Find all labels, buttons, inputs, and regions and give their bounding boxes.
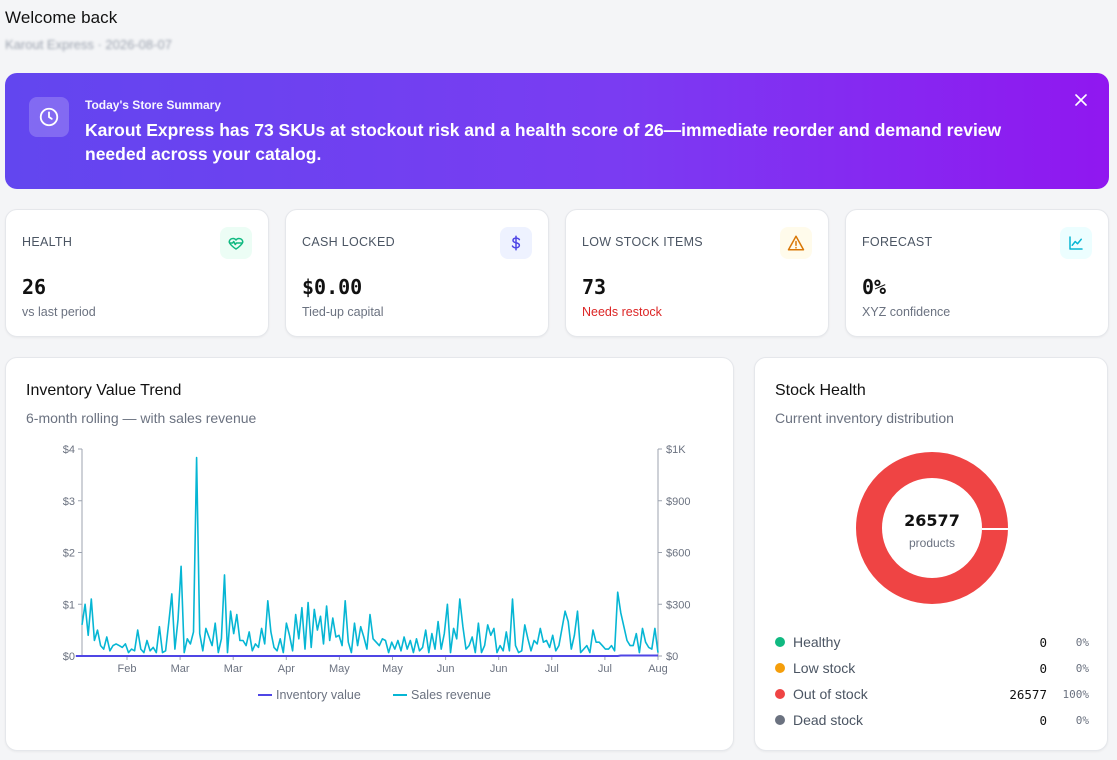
kpi-sub: vs last period	[22, 305, 96, 319]
page-subtitle: Karout Express · 2026-08-07	[5, 37, 172, 52]
stock-health-card: Stock Health Current inventory distribut…	[754, 357, 1108, 751]
y-right-tick-label: $0	[666, 651, 678, 663]
legend-row-healthy[interactable]: Healthy 0 0%	[775, 632, 1089, 652]
legend-count: 0	[1039, 712, 1047, 728]
legend-count: 0	[1039, 634, 1047, 650]
kpi-sub: Tied-up capital	[302, 305, 384, 319]
legend-label: Low stock	[793, 660, 856, 676]
legend-dot	[775, 689, 785, 699]
x-tick-label: Jul	[598, 663, 612, 675]
kpi-card-low-stock: LOW STOCK ITEMS 73 Needs restock	[565, 209, 829, 337]
legend-label: Sales revenue	[411, 688, 491, 702]
legend-count: 0	[1039, 660, 1047, 676]
y-right-tick-label: $900	[666, 496, 690, 508]
x-tick-label: Apr	[278, 663, 295, 675]
kpi-label: HEALTH	[22, 235, 73, 249]
x-tick-label: May	[329, 663, 350, 675]
clock-icon	[29, 97, 69, 137]
legend-label: Inventory value	[276, 688, 361, 702]
legend-label: Healthy	[793, 634, 841, 650]
legend-count: 26577	[1009, 686, 1047, 702]
y-right-tick-label: $600	[666, 548, 690, 560]
inventory-value-line	[75, 654, 658, 657]
legend-row-out-of-stock[interactable]: Out of stock 26577 100%	[775, 684, 1089, 704]
x-tick-label: Jun	[490, 663, 508, 675]
kpi-value: 26	[22, 275, 47, 299]
x-tick-label: Aug	[648, 663, 668, 675]
kpi-card-health: HEALTH 26 vs last period	[5, 209, 269, 337]
x-tick-label: Mar	[224, 663, 243, 675]
donut-total-label: products	[909, 536, 955, 550]
page-title: Welcome back	[5, 8, 118, 27]
stock-health-donut: 26577 products	[856, 452, 1008, 604]
legend-row-low-stock[interactable]: Low stock 0 0%	[775, 658, 1089, 678]
x-tick-label: Jun	[437, 663, 455, 675]
donut-total: 26577	[904, 511, 960, 530]
inventory-trend-chart: $0 $1 $2 $3 $4 $0 $300 $600 $900 $1K Feb Mar Mar Apr M…	[63, 444, 691, 702]
legend-label: Dead stock	[793, 712, 864, 728]
line-chart-icon	[1060, 227, 1092, 259]
kpi-sub: Needs restock	[582, 305, 662, 319]
x-tick-label: Jul	[545, 663, 559, 675]
card-subtitle: 6-month rolling — with sales revenue	[26, 410, 257, 426]
y-right-tick-label: $1K	[666, 444, 686, 456]
store-summary-banner: Today's Store Summary Karout Express has…	[5, 73, 1109, 189]
legend-label: Out of stock	[793, 686, 868, 702]
warning-icon	[780, 227, 812, 259]
kpi-label: CASH LOCKED	[302, 235, 395, 249]
legend-dot	[775, 715, 785, 725]
legend-pct: 0%	[1075, 713, 1089, 727]
y-left-tick-label: $4	[63, 444, 75, 456]
kpi-label: FORECAST	[862, 235, 933, 249]
kpi-sub: XYZ confidence	[862, 305, 951, 319]
kpi-card-forecast: FORECAST 0% XYZ confidence	[845, 209, 1109, 337]
legend-pct: 100%	[1062, 687, 1090, 701]
kpi-value: 0%	[862, 275, 887, 299]
card-title: Inventory Value Trend	[26, 382, 182, 399]
kpi-label: LOW STOCK ITEMS	[582, 235, 703, 249]
legend-row-dead-stock[interactable]: Dead stock 0 0%	[775, 710, 1089, 730]
sales-revenue-line	[81, 456, 659, 654]
kpi-value: $0.00	[302, 275, 363, 299]
kpi-card-cash-locked: CASH LOCKED $0.00 Tied-up capital	[285, 209, 549, 337]
x-tick-label: May	[382, 663, 403, 675]
y-left-tick-label: $3	[63, 496, 75, 508]
close-icon[interactable]	[1071, 90, 1091, 110]
legend-dot	[775, 663, 785, 673]
legend-pct: 0%	[1075, 661, 1089, 675]
y-left-tick-label: $1	[63, 599, 75, 611]
y-right-tick-label: $300	[666, 599, 690, 611]
legend-dot	[775, 637, 785, 647]
page-header: Welcome back Karout Express · 2026-08-07	[5, 8, 172, 52]
x-tick-label: Feb	[118, 663, 137, 675]
y-left-tick-label: $0	[63, 651, 75, 663]
y-left-tick-label: $2	[63, 548, 75, 560]
kpi-value: 73	[582, 275, 607, 299]
inventory-trend-card: Inventory Value Trend 6-month rolling — …	[5, 357, 734, 751]
dollar-icon	[500, 227, 532, 259]
card-title: Stock Health	[775, 382, 866, 399]
legend-pct: 0%	[1075, 635, 1089, 649]
card-subtitle: Current inventory distribution	[775, 410, 954, 426]
banner-message: Karout Express has 73 SKUs at stockout r…	[85, 120, 1002, 164]
x-tick-label: Mar	[171, 663, 190, 675]
banner-kicker: Today's Store Summary	[85, 98, 222, 112]
heart-pulse-icon	[220, 227, 252, 259]
